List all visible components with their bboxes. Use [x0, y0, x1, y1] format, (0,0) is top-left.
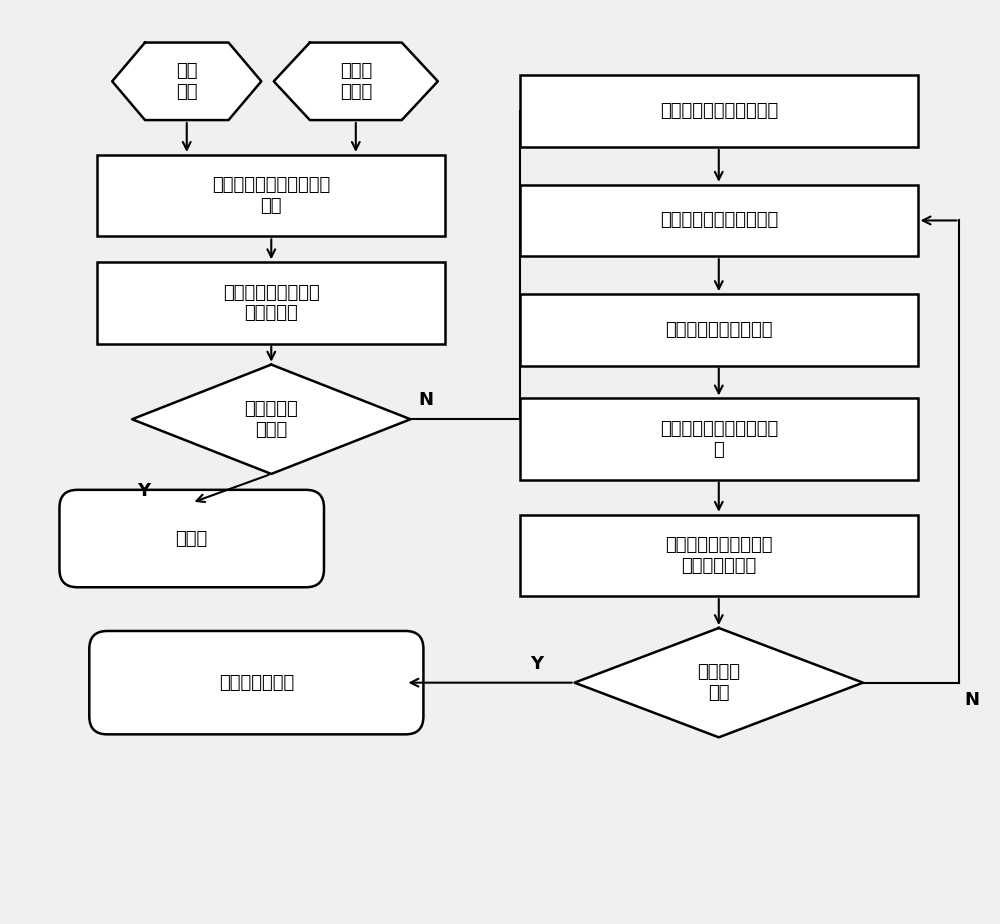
FancyBboxPatch shape: [97, 262, 445, 344]
Text: 和无异物信号相似度
与阈值比较: 和无异物信号相似度 与阈值比较: [223, 284, 320, 322]
Polygon shape: [575, 628, 863, 737]
FancyBboxPatch shape: [520, 76, 918, 147]
FancyBboxPatch shape: [59, 490, 324, 588]
FancyBboxPatch shape: [520, 398, 918, 480]
Polygon shape: [274, 43, 438, 120]
Text: 和无异物基准信号相似度
计算: 和无异物基准信号相似度 计算: [212, 176, 330, 215]
Text: 测量
信号: 测量 信号: [176, 62, 198, 101]
Text: 大于精度
阈值: 大于精度 阈值: [697, 663, 740, 702]
FancyBboxPatch shape: [520, 294, 918, 366]
Polygon shape: [112, 43, 261, 120]
Polygon shape: [132, 365, 411, 474]
Text: 更新假设异物位置和大小: 更新假设异物位置和大小: [660, 212, 778, 229]
Text: 生成假设异物模板信号: 生成假设异物模板信号: [665, 321, 773, 339]
FancyBboxPatch shape: [520, 515, 918, 596]
Text: 大于异物判
断阈值: 大于异物判 断阈值: [244, 400, 298, 439]
Text: N: N: [964, 690, 979, 709]
FancyBboxPatch shape: [520, 185, 918, 256]
Text: 异物位置和大小: 异物位置和大小: [219, 674, 294, 692]
FancyBboxPatch shape: [89, 631, 423, 735]
Text: 和假设异物信号相似度计
算: 和假设异物信号相似度计 算: [660, 419, 778, 458]
Text: 基准模
板信号: 基准模 板信号: [340, 62, 372, 101]
Text: 计算目标天线和目标区域: 计算目标天线和目标区域: [660, 103, 778, 120]
FancyBboxPatch shape: [97, 155, 445, 237]
Text: 无异物: 无异物: [176, 529, 208, 548]
Text: Y: Y: [137, 482, 150, 500]
Text: Y: Y: [530, 655, 543, 673]
Text: N: N: [418, 392, 433, 409]
Text: 和假设异物信号相似度
与精度阈值比较: 和假设异物信号相似度 与精度阈值比较: [665, 536, 773, 575]
